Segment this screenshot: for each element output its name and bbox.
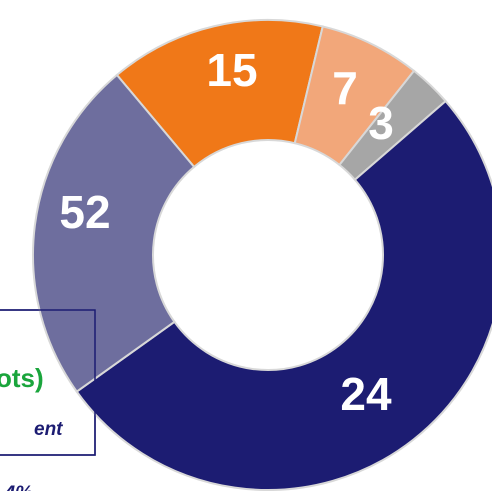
data-label: 15 — [206, 44, 257, 96]
donut-slice — [75, 99, 492, 491]
annotation: 4% — [3, 482, 33, 491]
donut-slice — [32, 73, 196, 394]
donut: 15 73 52 24 — [32, 19, 492, 491]
annotation: ots) — [0, 363, 44, 393]
data-label: 3 — [368, 97, 394, 149]
legend-box-border — [0, 309, 96, 456]
donut-slice — [115, 19, 324, 169]
data-label: 24 — [340, 368, 392, 420]
data-label: 7 — [332, 62, 358, 114]
annotation: ent — [34, 419, 63, 440]
data-label: 52 — [59, 186, 110, 238]
